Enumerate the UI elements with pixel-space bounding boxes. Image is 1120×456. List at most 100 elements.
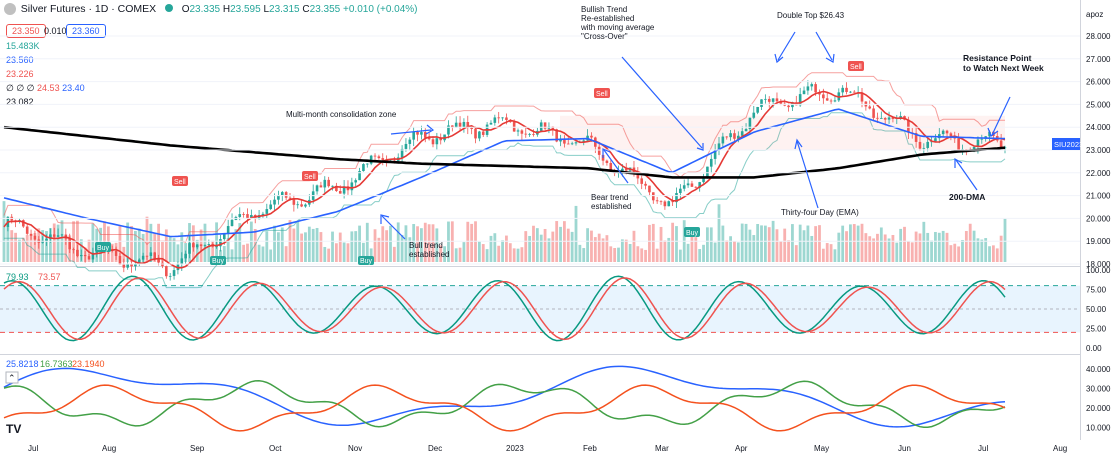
candle-body[interactable] (335, 185, 338, 192)
symbol-title[interactable]: Silver Futures · 1D · COMEX (20, 3, 157, 15)
candle-body[interactable] (423, 132, 427, 138)
candle-body[interactable] (644, 183, 647, 186)
candle-body[interactable] (999, 140, 1003, 148)
candle-body[interactable] (149, 252, 153, 257)
tradingview-logo-icon[interactable]: TV (6, 422, 21, 436)
candle-body[interactable] (744, 129, 748, 132)
candle-body[interactable] (126, 264, 129, 268)
candle-body[interactable] (543, 122, 547, 129)
candle-body[interactable] (609, 162, 613, 170)
candle-body[interactable] (72, 249, 75, 251)
candle-body[interactable] (597, 146, 601, 155)
candle-body[interactable] (539, 122, 543, 131)
candle-body[interactable] (25, 226, 29, 234)
candle-body[interactable] (822, 94, 825, 99)
candle-body[interactable] (439, 138, 443, 141)
candle-body[interactable] (883, 118, 887, 120)
candle-body[interactable] (918, 141, 922, 149)
candle-body[interactable] (775, 98, 779, 102)
candle-body[interactable] (798, 94, 802, 106)
candle-body[interactable] (478, 131, 481, 139)
candle-body[interactable] (331, 185, 334, 187)
candle-body[interactable] (304, 204, 307, 207)
candle-body[interactable] (636, 172, 640, 179)
candle-body[interactable] (203, 245, 207, 246)
candle-body[interactable] (555, 129, 558, 142)
adx-line[interactable] (3, 365, 1006, 428)
candle-body[interactable] (566, 143, 570, 145)
candle-body[interactable] (725, 136, 729, 138)
candle-body[interactable] (83, 255, 87, 257)
candle-body[interactable] (802, 90, 806, 95)
candle-body[interactable] (659, 201, 663, 203)
candle-body[interactable] (907, 119, 910, 133)
candle-body[interactable] (246, 214, 249, 219)
candle-body[interactable] (752, 112, 756, 118)
candle-body[interactable] (29, 233, 33, 236)
candle-body[interactable] (582, 140, 586, 142)
candle-body[interactable] (740, 131, 744, 136)
candle-body[interactable] (404, 143, 408, 149)
candle-body[interactable] (466, 122, 470, 128)
candle-body[interactable] (184, 253, 187, 259)
candle-body[interactable] (891, 117, 895, 119)
candle-body[interactable] (269, 204, 272, 210)
candle-body[interactable] (926, 141, 930, 148)
candle-body[interactable] (338, 191, 342, 194)
candle-body[interactable] (648, 185, 651, 193)
candle-body[interactable] (489, 122, 493, 125)
candle-body[interactable] (400, 148, 404, 158)
candle-body[interactable] (122, 264, 126, 268)
candle-body[interactable] (756, 106, 759, 113)
candle-body[interactable] (934, 138, 937, 142)
candle-body[interactable] (976, 139, 980, 147)
candle-body[interactable] (621, 168, 624, 171)
candle-body[interactable] (284, 192, 288, 198)
candle-body[interactable] (319, 185, 323, 188)
candle-body[interactable] (288, 197, 292, 199)
candle-body[interactable] (358, 171, 361, 181)
candle-body[interactable] (458, 122, 462, 127)
candle-body[interactable] (559, 139, 562, 142)
sell-price-box[interactable]: 23.350 (6, 24, 46, 38)
candle-body[interactable] (528, 134, 531, 135)
candle-body[interactable] (787, 105, 790, 108)
candle-body[interactable] (767, 98, 771, 102)
candle-body[interactable] (941, 130, 945, 135)
candle-body[interactable] (694, 186, 698, 188)
buy-price-box[interactable]: 23.360 (66, 24, 106, 38)
candle-body[interactable] (779, 101, 783, 104)
candle-body[interactable] (810, 84, 814, 87)
candle-body[interactable] (180, 258, 184, 265)
candle-body[interactable] (137, 259, 141, 265)
contract-badge[interactable] (1052, 138, 1080, 150)
candle-body[interactable] (362, 164, 365, 172)
candle-body[interactable] (493, 117, 497, 123)
candle-body[interactable] (172, 270, 176, 276)
candle-body[interactable] (949, 133, 953, 138)
candle-body[interactable] (829, 100, 833, 102)
candle-body[interactable] (945, 130, 949, 134)
candle-body[interactable] (79, 255, 83, 257)
candle-body[interactable] (447, 125, 450, 135)
candle-body[interactable] (412, 131, 415, 140)
candle-body[interactable] (273, 199, 276, 205)
candle-body[interactable] (721, 136, 725, 144)
candle-body[interactable] (806, 86, 810, 91)
candle-body[interactable] (640, 178, 644, 184)
candle-body[interactable] (41, 240, 44, 243)
collapse-icon[interactable] (5, 371, 19, 384)
candle-body[interactable] (605, 160, 609, 163)
candle-body[interactable] (250, 214, 253, 219)
candle-body[interactable] (408, 139, 412, 144)
stoch-k-line[interactable] (3, 275, 1006, 342)
candle-body[interactable] (972, 146, 976, 151)
candle-body[interactable] (219, 239, 222, 247)
candle-body[interactable] (118, 255, 122, 265)
candle-body[interactable] (87, 256, 91, 260)
candle-body[interactable] (350, 182, 354, 191)
candle-body[interactable] (845, 87, 848, 92)
candle-body[interactable] (323, 179, 327, 188)
candle-body[interactable] (454, 122, 458, 128)
candle-body[interactable] (381, 158, 385, 161)
